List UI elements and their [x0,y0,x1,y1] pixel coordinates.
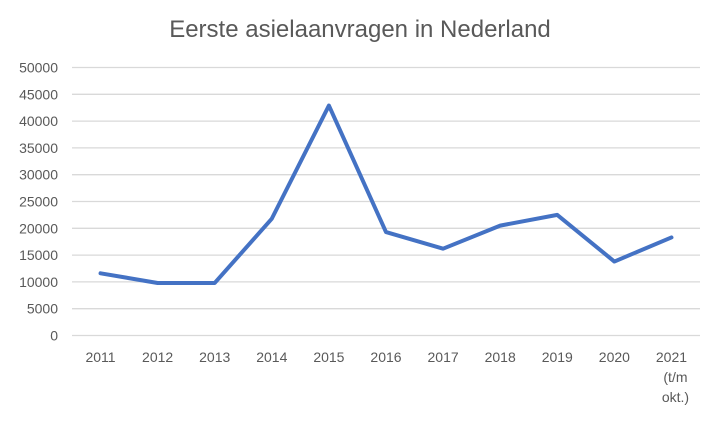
x-tick-label: 2013 [199,349,230,365]
y-tick-label: 20000 [19,220,58,236]
x-tick-label: 2018 [485,349,516,365]
y-tick-label: 10000 [19,274,58,290]
y-tick-label: 0 [50,328,58,344]
y-tick-label: 35000 [19,140,58,156]
y-tick-label: 30000 [19,167,58,183]
y-tick-label: 50000 [19,60,58,76]
x-tick-label: 2020 [599,349,630,365]
x-tick-label: 2019 [542,349,573,365]
x-tick-label: 2016 [370,349,401,365]
x-tick-label: okt.) [662,389,689,405]
x-tick-label: (t/m [663,369,687,385]
x-tick-label: 2021 [656,349,687,365]
x-tick-label: 2017 [428,349,459,365]
y-tick-label: 40000 [19,113,58,129]
y-tick-label: 25000 [19,194,58,210]
x-tick-label: 2014 [256,349,287,365]
series-line [101,106,672,283]
x-tick-label: 2015 [313,349,344,365]
y-tick-label: 45000 [19,86,58,102]
chart-title: Eerste asielaanvragen in Nederland [169,16,551,43]
y-tick-label: 15000 [19,247,58,263]
x-tick-label: 2012 [142,349,173,365]
y-tick-label: 5000 [27,301,58,317]
x-tick-label: 2011 [85,349,115,365]
